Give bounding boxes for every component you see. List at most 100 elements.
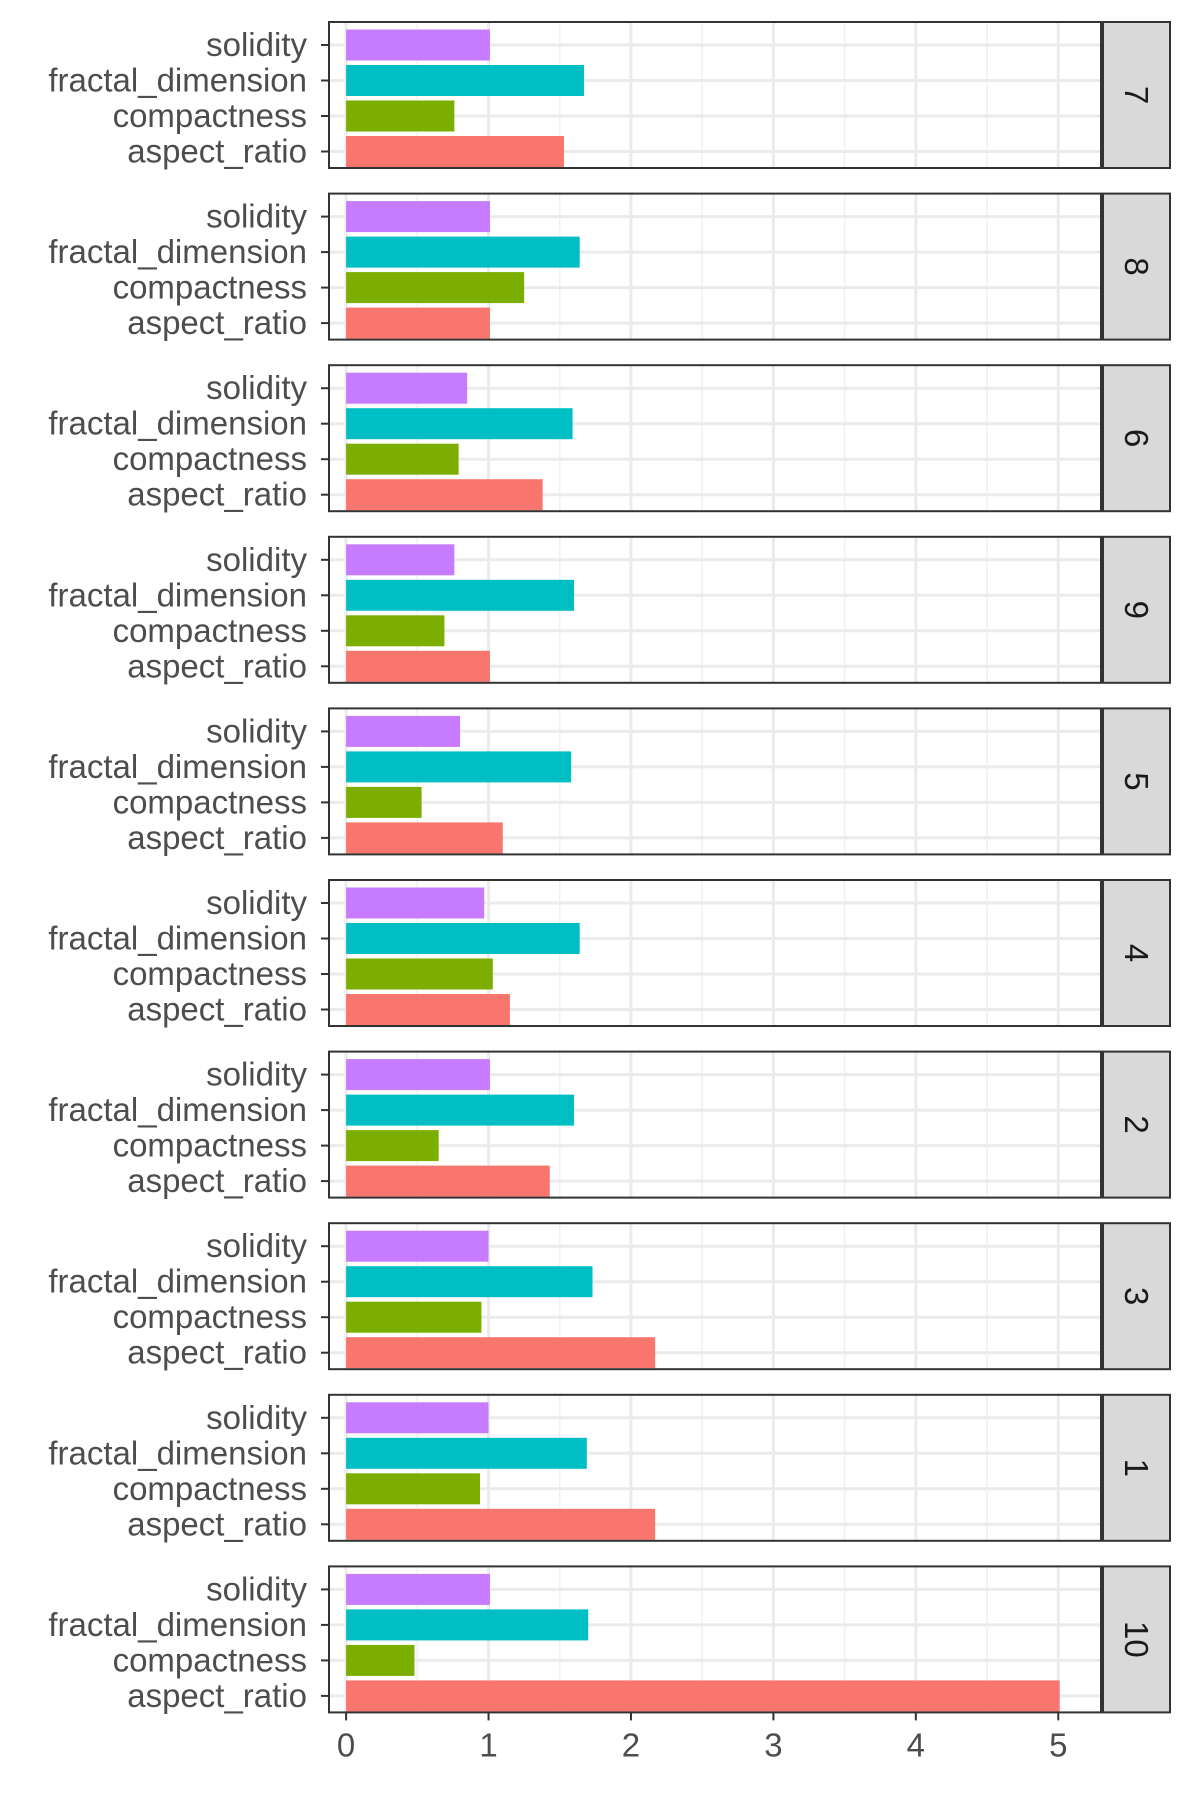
- bar-solidity: [346, 201, 490, 233]
- bar-aspect-ratio: [346, 822, 503, 854]
- category-label: aspect_ratio: [127, 1505, 307, 1542]
- panel-border: [328, 1050, 1102, 1199]
- bar-solidity: [346, 1230, 489, 1262]
- facet-strip-label: 3: [1118, 1287, 1155, 1305]
- category-label: fractal_dimension: [48, 405, 307, 442]
- category-label: solidity: [206, 541, 307, 578]
- facet-strip: [1102, 192, 1171, 341]
- facet-panel: solidityfractal_dimensioncompactnessaspe…: [48, 1050, 1171, 1199]
- bar-fractal-dimension: [346, 751, 572, 783]
- bar-fractal-dimension: [346, 579, 574, 611]
- facet-strip-label: 8: [1118, 257, 1155, 275]
- facet-strip-label: 5: [1118, 772, 1155, 790]
- facet-strip: [1102, 1565, 1171, 1714]
- facet-strip: [1102, 879, 1171, 1027]
- category-label: aspect_ratio: [127, 304, 307, 341]
- category-label: aspect_ratio: [127, 476, 307, 513]
- bar-fractal-dimension: [346, 1437, 587, 1469]
- bar-aspect-ratio: [346, 994, 510, 1025]
- bar-solidity: [346, 1402, 489, 1434]
- facet-panel: solidityfractal_dimensioncompactnessaspe…: [48, 707, 1171, 856]
- bar-solidity: [346, 29, 490, 61]
- bar-solidity: [346, 544, 455, 576]
- category-label: compactness: [113, 1641, 307, 1678]
- facet-strip-label: 7: [1118, 86, 1155, 104]
- facet-panel: solidityfractal_dimensioncompactnessaspe…: [48, 192, 1171, 341]
- category-label: compactness: [113, 612, 307, 649]
- category-label: aspect_ratio: [127, 1162, 307, 1199]
- bar-aspect-ratio: [346, 1680, 1060, 1712]
- panel-border: [328, 1393, 1102, 1542]
- panel-border: [328, 707, 1102, 856]
- facet-panel: solidityfractal_dimensioncompactnessaspe…: [48, 1565, 1171, 1714]
- bar-fractal-dimension: [346, 408, 573, 440]
- category-label: solidity: [206, 26, 307, 63]
- panel-border: [328, 192, 1102, 341]
- facet-panel: solidityfractal_dimensioncompactnessaspe…: [48, 364, 1171, 513]
- x-tick-label: 0: [337, 1726, 355, 1763]
- bar-solidity: [346, 1059, 490, 1091]
- category-label: compactness: [113, 783, 307, 820]
- bar-fractal-dimension: [346, 1266, 593, 1298]
- category-label: fractal_dimension: [48, 920, 307, 957]
- facet-strip: [1102, 707, 1171, 856]
- category-label: fractal_dimension: [48, 748, 307, 785]
- facet-strip-label: 6: [1118, 429, 1155, 447]
- category-label: compactness: [113, 955, 307, 992]
- bar-fractal-dimension: [346, 1094, 574, 1126]
- facet-strip: [1102, 1222, 1171, 1371]
- panel-border: [328, 1565, 1102, 1714]
- x-tick-label: 4: [907, 1726, 925, 1763]
- category-label: solidity: [206, 198, 307, 235]
- category-label: solidity: [206, 1227, 307, 1264]
- facet-strip: [1102, 1393, 1171, 1542]
- category-label: compactness: [113, 1470, 307, 1507]
- bar-compactness: [346, 1473, 480, 1505]
- category-label: fractal_dimension: [48, 1091, 307, 1128]
- facet-strip-label: 1: [1118, 1459, 1155, 1477]
- category-label: fractal_dimension: [48, 1606, 307, 1643]
- category-label: solidity: [206, 369, 307, 406]
- panel-border: [328, 21, 1102, 169]
- category-label: aspect_ratio: [127, 1334, 307, 1371]
- category-label: fractal_dimension: [48, 1434, 307, 1471]
- bar-aspect-ratio: [346, 136, 565, 167]
- bar-aspect-ratio: [346, 1508, 656, 1540]
- category-label: solidity: [206, 1570, 307, 1607]
- facet-panel: solidityfractal_dimensioncompactnessaspe…: [48, 879, 1171, 1028]
- category-label: aspect_ratio: [127, 819, 307, 856]
- facet-strip: [1102, 1050, 1171, 1199]
- x-tick-label: 2: [622, 1726, 640, 1763]
- panel-border: [328, 1222, 1102, 1371]
- bar-solidity: [346, 372, 468, 404]
- category-label: fractal_dimension: [48, 576, 307, 613]
- facet-strip: [1102, 21, 1171, 169]
- x-tick-label: 1: [479, 1726, 497, 1763]
- category-label: compactness: [113, 97, 307, 134]
- bar-compactness: [346, 1644, 415, 1676]
- facet-panel: solidityfractal_dimensioncompactnessaspe…: [48, 1222, 1171, 1371]
- bar-compactness: [346, 958, 493, 990]
- category-label: compactness: [113, 1127, 307, 1164]
- bar-solidity: [346, 1573, 490, 1605]
- x-tick-label: 3: [764, 1726, 782, 1763]
- facet-strip-label: 10: [1118, 1621, 1155, 1658]
- category-label: solidity: [206, 884, 307, 921]
- bar-fractal-dimension: [346, 236, 580, 268]
- category-label: compactness: [113, 269, 307, 306]
- facet-strip-label: 2: [1118, 1115, 1155, 1133]
- bar-compactness: [346, 272, 525, 304]
- bar-fractal-dimension: [346, 923, 580, 954]
- bar-aspect-ratio: [346, 479, 543, 511]
- category-label: solidity: [206, 712, 307, 749]
- facet-panel: solidityfractal_dimensioncompactnessaspe…: [48, 21, 1171, 170]
- category-label: aspect_ratio: [127, 647, 307, 684]
- category-label: fractal_dimension: [48, 1263, 307, 1300]
- bar-fractal-dimension: [346, 1609, 589, 1641]
- bar-compactness: [346, 100, 455, 132]
- category-label: aspect_ratio: [127, 133, 307, 170]
- category-label: fractal_dimension: [48, 62, 307, 99]
- bar-compactness: [346, 1301, 482, 1333]
- panel-border: [328, 535, 1102, 684]
- facet-strip: [1102, 535, 1171, 684]
